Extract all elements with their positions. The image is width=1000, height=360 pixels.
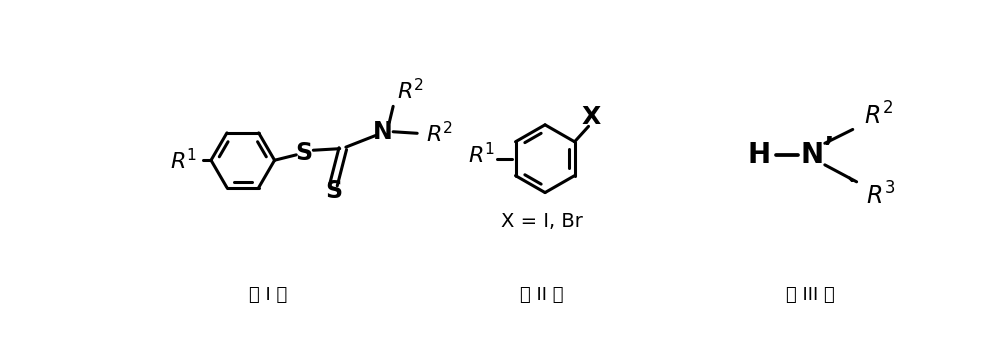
Text: `: ` xyxy=(845,178,859,206)
Text: S: S xyxy=(325,179,342,203)
Text: （ III ）: （ III ） xyxy=(786,286,835,304)
Text: X: X xyxy=(582,105,601,129)
Text: $R^2$: $R^2$ xyxy=(426,121,453,146)
Text: （ I ）: （ I ） xyxy=(249,286,288,304)
Text: H: H xyxy=(747,141,771,169)
Text: ’: ’ xyxy=(823,135,834,163)
Text: N: N xyxy=(800,141,823,169)
Text: $R^2$: $R^2$ xyxy=(397,78,424,104)
Text: $R^2$: $R^2$ xyxy=(864,102,893,129)
Text: $R^1$: $R^1$ xyxy=(468,142,495,167)
Text: S: S xyxy=(295,140,313,165)
Text: X = I, Br: X = I, Br xyxy=(501,212,583,231)
Text: $R^3$: $R^3$ xyxy=(866,182,895,209)
Text: $R^1$: $R^1$ xyxy=(170,148,197,173)
Text: N: N xyxy=(373,120,393,144)
Text: （ II ）: （ II ） xyxy=(520,286,564,304)
